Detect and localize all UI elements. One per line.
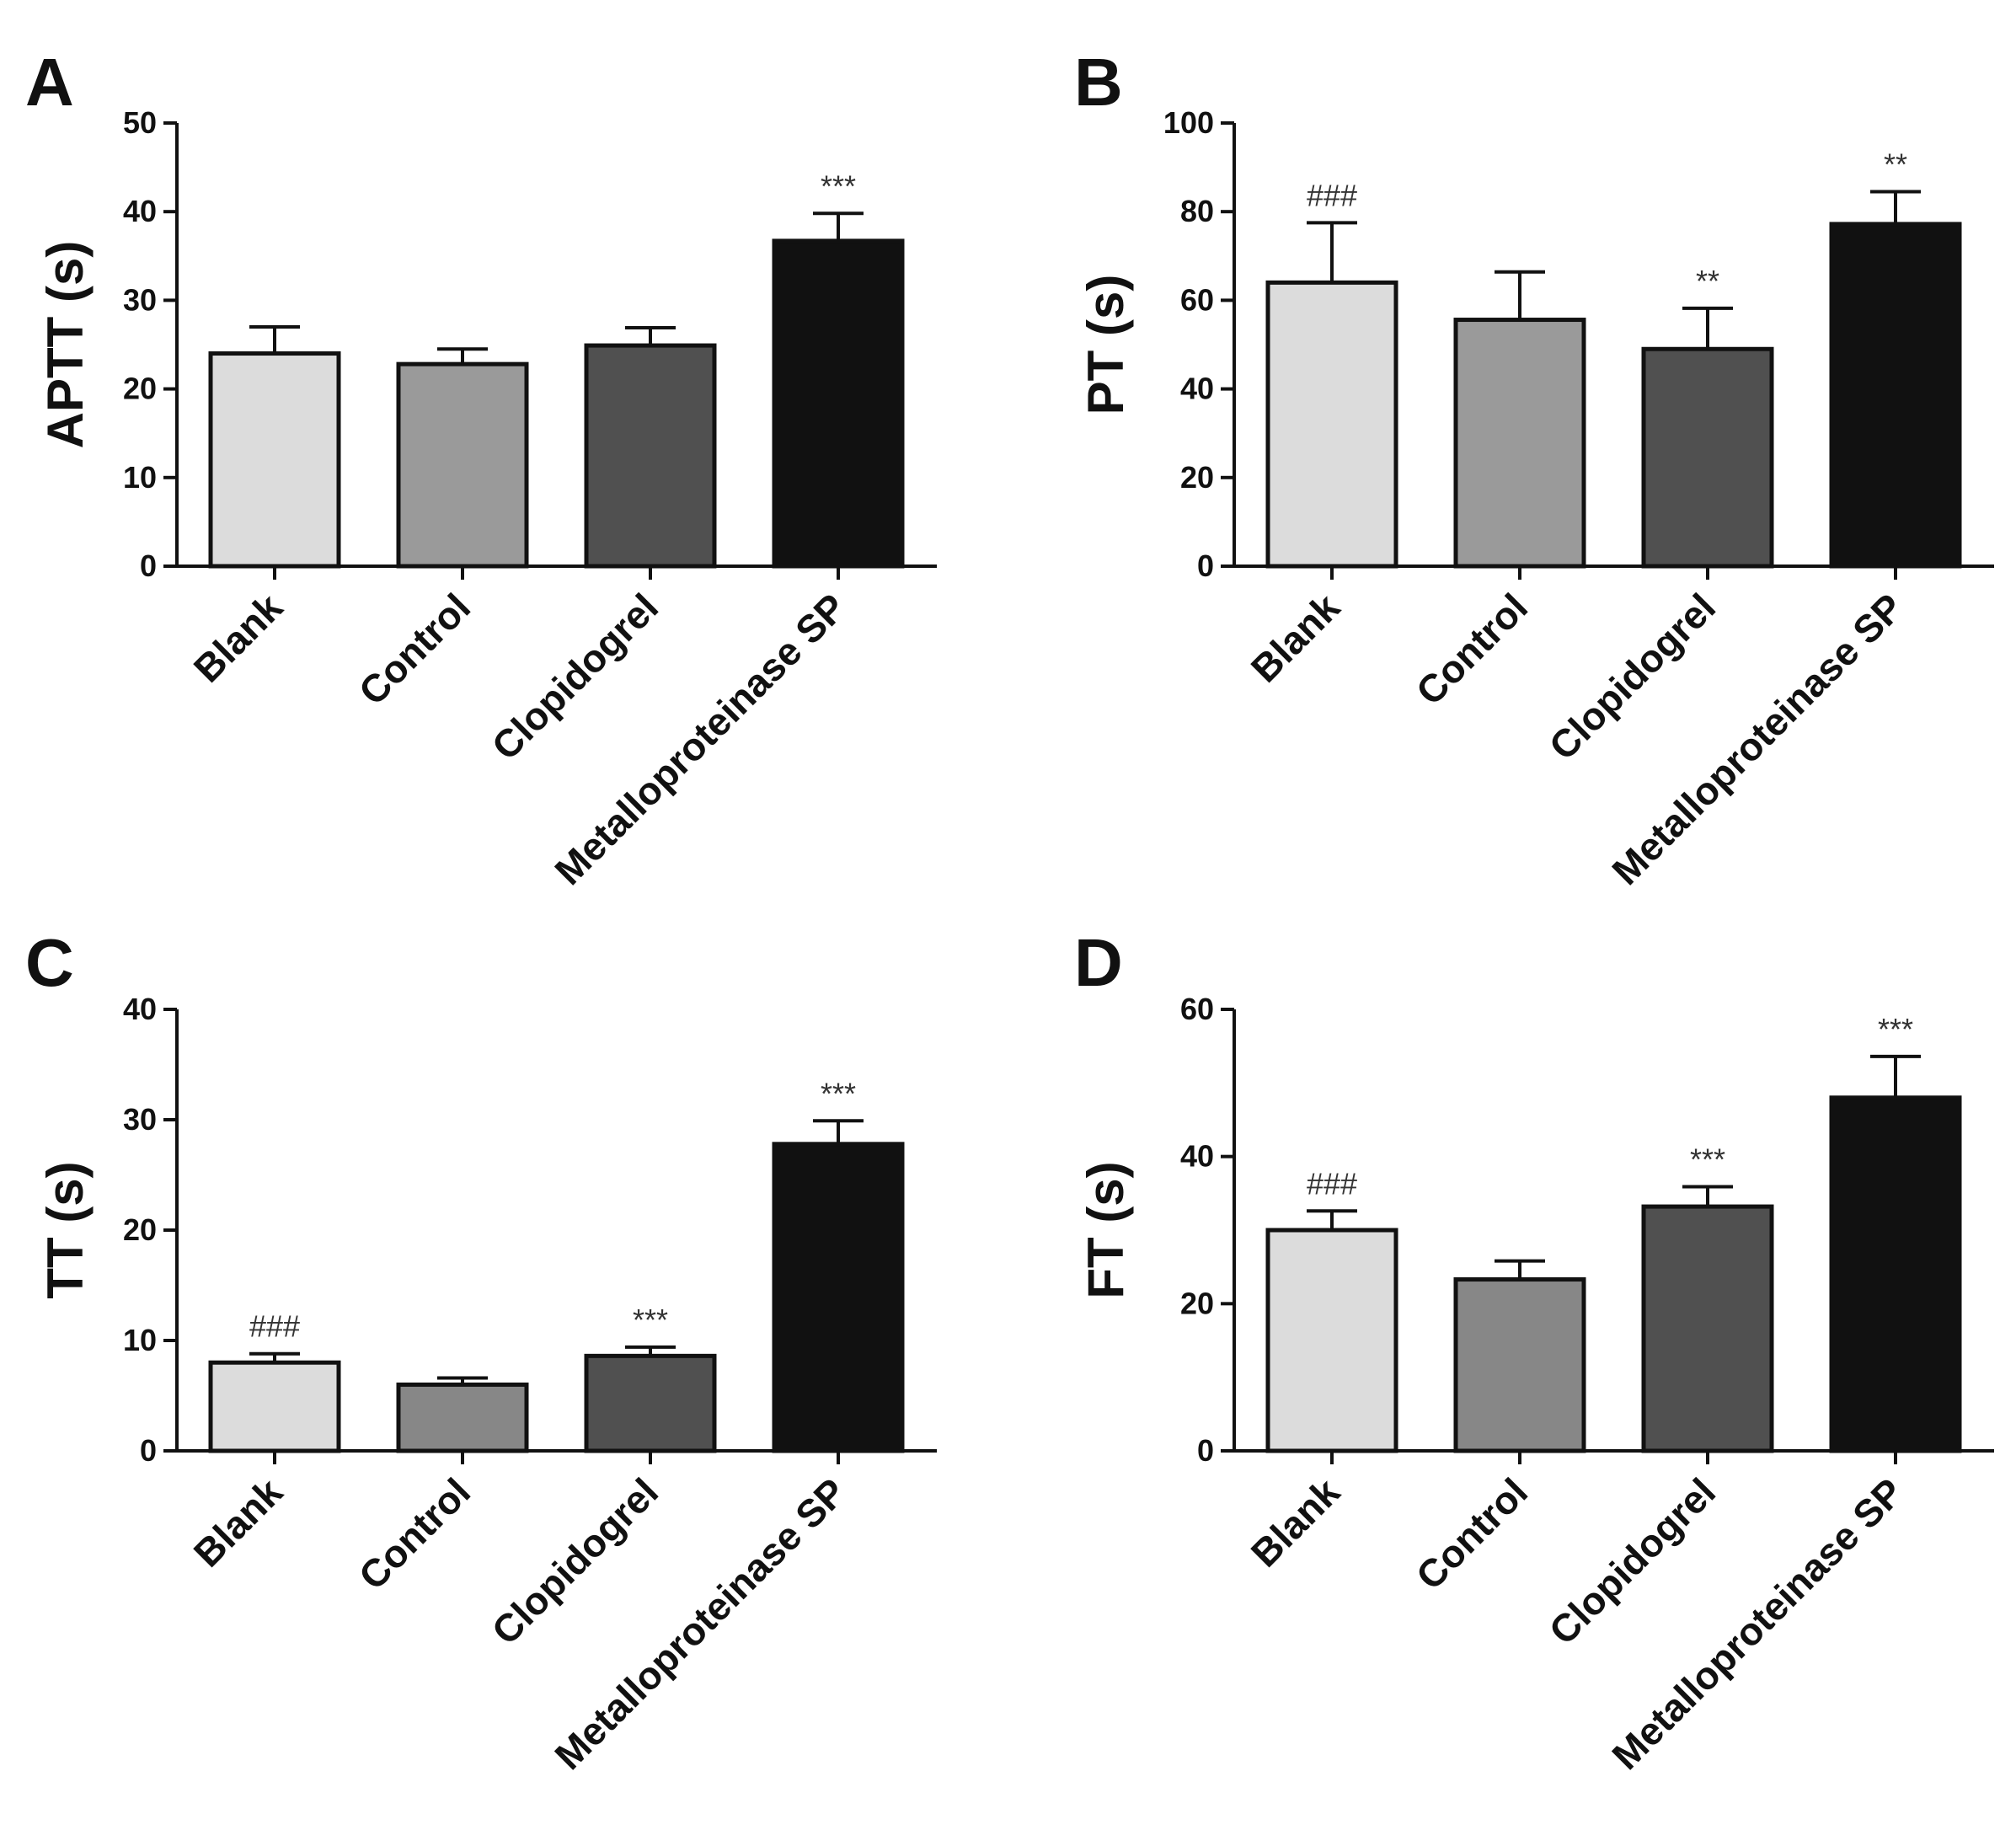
significance-label: ***: [1878, 1012, 1913, 1046]
bar-blank: [1265, 1228, 1398, 1453]
panel-letter: D: [1074, 925, 1123, 1000]
y-tick-label: 20: [123, 372, 157, 406]
category-label: Clopidogrel: [484, 1469, 666, 1652]
category-label: Blank: [1243, 1469, 1349, 1576]
category-label: Clopidogrel: [1541, 585, 1724, 768]
category-label: Control: [1408, 1469, 1536, 1597]
y-tick-label: 0: [1197, 548, 1214, 583]
significance-label: ***: [821, 169, 856, 203]
significance-label: ###: [1307, 1166, 1357, 1201]
bar-metalloproteinase-sp: [1829, 1095, 1962, 1453]
category-label: Clopidogrel: [484, 585, 666, 768]
y-tick-label: 0: [140, 1433, 157, 1468]
bar-control: [1453, 1277, 1586, 1453]
y-tick-label: 30: [123, 282, 157, 317]
y-tick-label: 20: [123, 1212, 157, 1247]
bar-blank: [1265, 280, 1398, 569]
category-label: Clopidogrel: [1541, 1469, 1724, 1652]
y-tick-label: 40: [123, 992, 157, 1026]
category-label: Control: [350, 585, 479, 713]
bar-clopidogrel: [584, 1353, 717, 1453]
category-label: Blank: [185, 1469, 291, 1576]
y-axis-label: APTT (s): [37, 241, 94, 449]
bar-metalloproteinase-sp: [772, 238, 905, 569]
y-tick-label: 30: [123, 1102, 157, 1137]
y-tick-label: 10: [123, 1323, 157, 1357]
y-tick-label: 40: [123, 194, 157, 228]
significance-label: ###: [1307, 178, 1357, 212]
y-axis-label: FT (s): [1078, 1161, 1134, 1298]
bar-clopidogrel: [584, 343, 717, 569]
bar-clopidogrel: [1641, 1204, 1774, 1453]
bar-metalloproteinase-sp: [1829, 222, 1962, 569]
y-tick-label: 60: [1180, 282, 1214, 317]
bar-control: [1453, 318, 1586, 569]
y-tick-label: 10: [123, 460, 157, 495]
y-tick-label: 0: [140, 548, 157, 583]
y-tick-label: 20: [1180, 460, 1214, 495]
y-tick-label: 60: [1180, 992, 1214, 1026]
y-tick-label: 0: [1197, 1433, 1214, 1468]
bar-blank: [208, 351, 341, 569]
panel-c: C TT (s) 0 10 20 30 40 ### Blank Control *** Clopid…: [25, 925, 937, 1778]
significance-label: **: [1884, 147, 1907, 182]
y-tick-label: 50: [123, 105, 157, 140]
panel-letter: C: [25, 925, 74, 1000]
significance-label: ###: [249, 1309, 300, 1344]
y-axis-label: TT (s): [37, 1161, 94, 1298]
bar-control: [396, 1382, 529, 1453]
y-tick-label: 40: [1180, 1139, 1214, 1174]
y-tick-label: 40: [1180, 372, 1214, 406]
panel-letter: A: [25, 45, 74, 120]
panel-a: A APTT (s) 0 10 20 30 40 50 Blank Control Clopidog…: [25, 45, 937, 893]
significance-label: ***: [1690, 1142, 1725, 1176]
y-tick-label: 20: [1180, 1286, 1214, 1320]
category-label: Control: [1408, 585, 1536, 713]
y-tick-label: 100: [1163, 105, 1214, 140]
category-label: Blank: [185, 585, 291, 691]
panel-b: B PT (s) 0 20 40 60 80 100 ### Blank Control ** Clop…: [1074, 45, 1994, 893]
category-label: Blank: [1243, 585, 1349, 691]
y-tick-label: 80: [1180, 194, 1214, 228]
bar-clopidogrel: [1641, 346, 1774, 569]
panel-d: D FT (s) 0 20 40 60 ### Blank Control *** Clopidog…: [1074, 925, 1994, 1778]
significance-label: **: [1696, 264, 1719, 298]
significance-label: ***: [821, 1076, 856, 1110]
significance-label: ***: [633, 1303, 668, 1337]
panel-letter: B: [1074, 45, 1123, 120]
bar-control: [396, 361, 529, 569]
y-axis-label: PT (s): [1078, 275, 1134, 415]
bar-blank: [208, 1360, 341, 1453]
bar-metalloproteinase-sp: [772, 1142, 905, 1453]
category-label: Control: [350, 1469, 479, 1597]
